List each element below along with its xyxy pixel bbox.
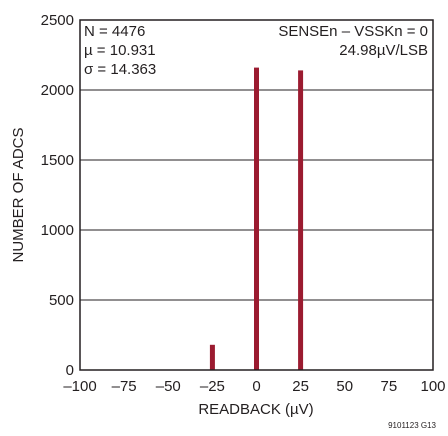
bars xyxy=(209,67,304,371)
x-tick-label-5: 25 xyxy=(292,378,309,395)
condition-label: SENSEn – VSSKn = 0 xyxy=(278,23,428,40)
figure-id: 9101123 G13 xyxy=(388,421,436,430)
x-tick-label-3: –25 xyxy=(200,378,225,395)
stat-mean: µ = 10.931 xyxy=(84,42,156,59)
x-tick-label-8: 100 xyxy=(420,378,445,395)
x-tick-label-4: 0 xyxy=(252,378,260,395)
x-tick-label-7: 75 xyxy=(381,378,398,395)
y-tick-label-3: 1500 xyxy=(41,152,74,169)
y-tick-label-2: 1000 xyxy=(41,222,74,239)
bar-2 xyxy=(298,70,304,371)
stat-sigma: σ = 14.363 xyxy=(84,61,156,78)
y-tick-label-4: 2000 xyxy=(41,82,74,99)
x-tick-label-6: 50 xyxy=(336,378,353,395)
x-axis-label: READBACK (µV) xyxy=(198,401,313,418)
x-tick-label-2: –50 xyxy=(156,378,181,395)
plot-frame xyxy=(79,19,434,371)
x-tick-label-1: –75 xyxy=(112,378,137,395)
y-tick-label-0: 0 xyxy=(66,362,74,379)
bar-0 xyxy=(209,344,215,370)
lsb-label: 24.98µV/LSB xyxy=(339,42,428,59)
stat-n: N = 4476 xyxy=(84,23,145,40)
y-tick-label-1: 500 xyxy=(49,292,74,309)
x-tick-labels: –100 –75 –50 –25 0 25 50 75 100 xyxy=(63,378,445,395)
y-tick-labels: 0 500 1000 1500 2000 2500 xyxy=(41,12,74,379)
bar-1 xyxy=(254,67,259,370)
y-axis-label: NUMBER OF ADCS xyxy=(10,127,27,262)
y-tick-label-5: 2500 xyxy=(41,12,74,29)
x-tick-label-0: –100 xyxy=(63,378,96,395)
